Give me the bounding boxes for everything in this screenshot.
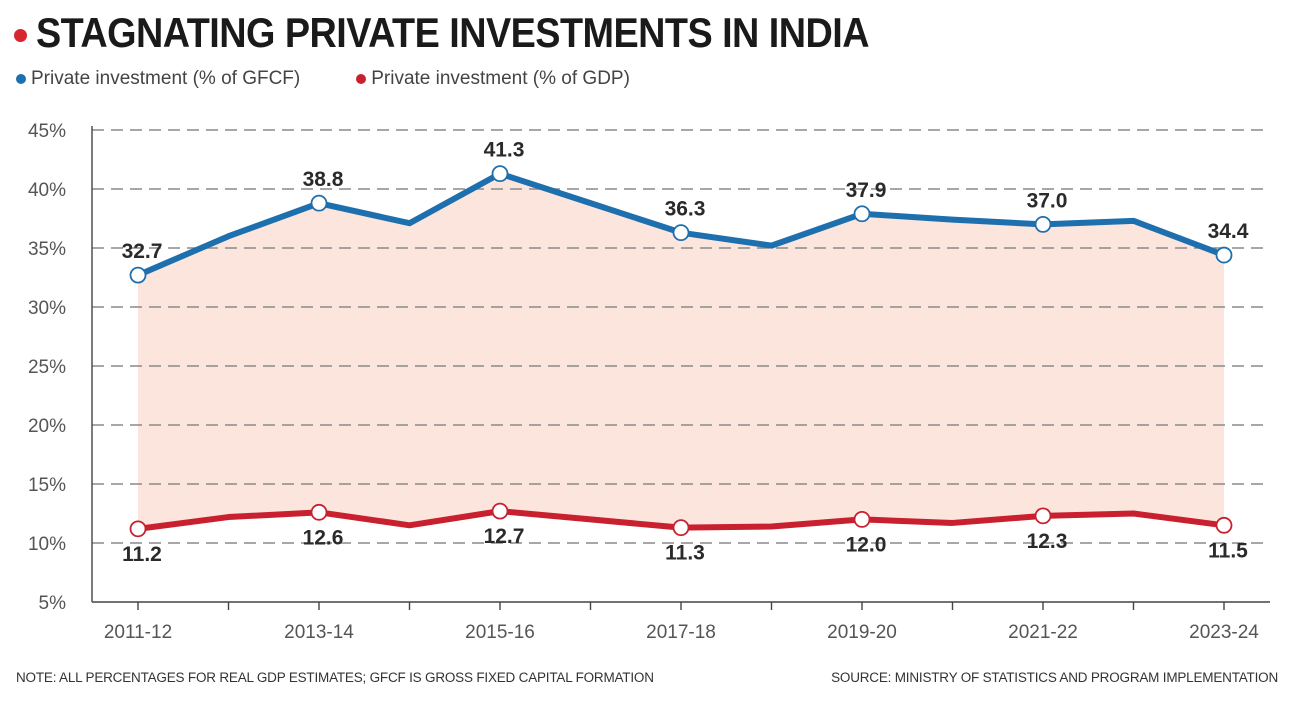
data-label-gfcf: 41.3 <box>484 139 525 162</box>
y-tick-label: 15% <box>28 475 66 496</box>
x-tick-label: 2013-14 <box>284 622 354 643</box>
data-point-gfcf-2017-18 <box>672 224 690 242</box>
legend: Private investment (% of GFCF) Private i… <box>16 68 630 90</box>
x-tick-label: 2017-18 <box>646 622 716 643</box>
x-tick-label: 2019-20 <box>827 622 897 643</box>
data-label-gdp: 12.3 <box>1027 530 1068 553</box>
y-tick-label: 25% <box>28 357 66 378</box>
data-point-gdp-2011-12 <box>129 520 147 538</box>
y-tick-label: 45% <box>28 121 66 142</box>
x-tick-label: 2023-24 <box>1189 622 1259 643</box>
data-label-gfcf: 37.0 <box>1027 189 1068 212</box>
y-tick-label: 40% <box>28 180 66 201</box>
data-label-gfcf: 36.3 <box>665 198 706 221</box>
footer-source: SOURCE: MINISTRY OF STATISTICS AND PROGR… <box>831 670 1278 685</box>
legend-label-gdp: Private investment (% of GDP) <box>371 68 630 89</box>
data-point-gdp-2023-24 <box>1215 516 1233 534</box>
legend-item-gdp: Private investment (% of GDP) <box>356 68 630 90</box>
data-point-gdp-2013-14 <box>310 503 328 521</box>
chart-title: STAGNATING PRIVATE INVESTMENTS IN INDIA <box>14 4 962 62</box>
x-tick-label: 2015-16 <box>465 622 535 643</box>
data-label-gdp: 12.0 <box>846 533 887 556</box>
data-point-gfcf-2021-22 <box>1034 215 1052 233</box>
data-label-gdp: 12.6 <box>303 526 344 549</box>
data-label-gdp: 11.3 <box>665 542 705 565</box>
data-point-gdp-2017-18 <box>672 519 690 537</box>
data-point-gdp-2015-16 <box>491 502 509 520</box>
legend-dot-red-icon <box>356 74 367 84</box>
legend-dot-blue-icon <box>16 74 26 84</box>
title-bullet-icon <box>14 28 27 42</box>
shaded-area <box>138 173 1224 529</box>
data-point-gfcf-2019-20 <box>853 205 871 223</box>
data-label-gfcf: 38.8 <box>303 168 344 191</box>
y-tick-label: 5% <box>39 593 67 614</box>
data-point-gfcf-2023-24 <box>1215 246 1233 264</box>
footer-note: NOTE: ALL PERCENTAGES FOR REAL GDP ESTIM… <box>16 670 654 685</box>
data-point-gdp-2021-22 <box>1034 507 1052 525</box>
data-label-gfcf: 32.7 <box>122 240 163 263</box>
data-point-gfcf-2013-14 <box>310 194 328 212</box>
y-tick-label: 30% <box>28 298 66 319</box>
data-label-gdp: 12.7 <box>484 525 525 548</box>
y-tick-label: 35% <box>28 239 66 260</box>
data-point-gfcf-2015-16 <box>491 165 509 183</box>
data-point-gdp-2019-20 <box>853 511 871 528</box>
legend-label-gfcf: Private investment (% of GFCF) <box>31 68 301 89</box>
chart-title-text: STAGNATING PRIVATE INVESTMENTS IN INDIA <box>36 9 870 56</box>
data-label-gfcf: 34.4 <box>1208 220 1249 243</box>
y-tick-label: 10% <box>28 534 66 555</box>
data-label-gdp: 11.5 <box>1208 539 1248 562</box>
y-tick-label: 20% <box>28 416 66 437</box>
x-tick-label: 2011-12 <box>104 622 172 643</box>
data-point-gfcf-2011-12 <box>129 266 147 284</box>
data-label-gdp: 11.2 <box>122 543 162 566</box>
data-label-gfcf: 37.9 <box>846 179 887 202</box>
legend-item-gfcf: Private investment (% of GFCF) <box>16 68 300 90</box>
x-tick-label: 2021-22 <box>1008 622 1078 643</box>
